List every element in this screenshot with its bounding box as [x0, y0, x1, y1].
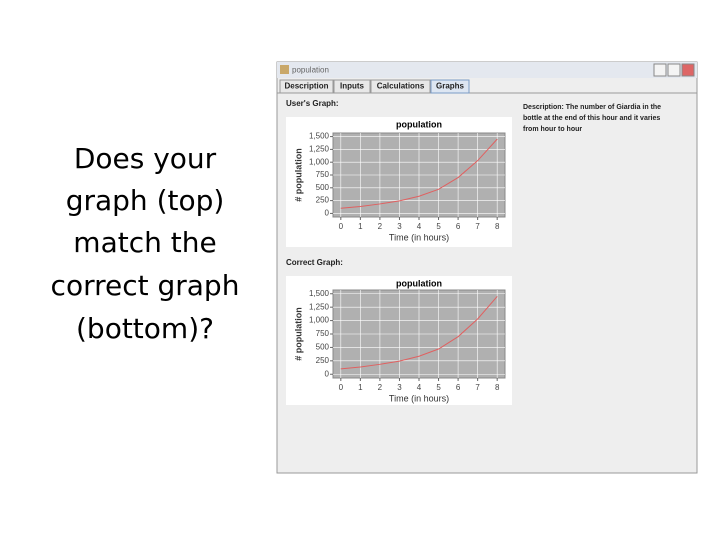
window-title: population: [292, 66, 329, 75]
x-tick-label: 2: [378, 383, 383, 392]
x-tick-label: 0: [339, 383, 344, 392]
section-label: User's Graph:: [286, 99, 339, 108]
tab[interactable]: [333, 79, 371, 94]
tab-label: Inputs: [340, 82, 365, 91]
y-tick-label: 1,000: [309, 316, 330, 325]
y-tick-label: 1,500: [309, 289, 330, 298]
x-tick-label: 8: [495, 222, 500, 231]
app-icon: [280, 65, 289, 74]
y-tick-label: 0: [325, 369, 330, 378]
y-axis-label: # population: [293, 148, 303, 202]
minimize-button[interactable]: [653, 63, 667, 77]
y-tick-label: 1,500: [309, 132, 330, 141]
description: bottle at the end of this hour and it va…: [523, 115, 660, 122]
x-tick-label: 7: [475, 222, 480, 231]
y-tick-label: 500: [316, 183, 330, 192]
maximize-button[interactable]: [667, 63, 681, 77]
x-tick-label: 7: [475, 383, 480, 392]
x-tick-label: 0: [339, 222, 344, 231]
x-tick-label: 4: [417, 383, 422, 392]
tab-label: Description: [284, 82, 328, 91]
y-tick-label: 0: [325, 209, 330, 218]
x-tick-label: 3: [397, 383, 402, 392]
y-tick-label: 500: [316, 343, 330, 352]
question: match the: [73, 226, 216, 259]
tab-label: Calculations: [377, 82, 425, 91]
close-button[interactable]: [681, 63, 695, 77]
x-tick-label: 5: [436, 383, 441, 392]
tab-selected[interactable]: [430, 79, 470, 94]
chart-title: population: [396, 278, 442, 288]
series-line: [340, 296, 498, 370]
question: graph (top): [66, 184, 225, 217]
x-tick-label: 1: [358, 222, 363, 231]
tab-label: Graphs: [436, 82, 465, 91]
x-axis-label: Time (in hours): [389, 393, 449, 403]
y-axis-label: # population: [293, 307, 303, 361]
section-label: Correct Graph:: [286, 258, 343, 267]
question: Does your: [74, 142, 217, 175]
tab[interactable]: [370, 79, 431, 94]
y-tick-label: 1,250: [309, 144, 330, 153]
y-tick-label: 250: [316, 196, 330, 205]
series-line: [340, 138, 498, 209]
description: Description: The number of Giardia in th…: [523, 104, 661, 111]
tab[interactable]: [279, 79, 334, 94]
y-tick-label: 750: [316, 170, 330, 179]
x-axis-label: Time (in hours): [389, 232, 449, 242]
x-tick-label: 1: [358, 383, 363, 392]
x-tick-label: 2: [378, 222, 383, 231]
y-tick-label: 750: [316, 329, 330, 338]
y-tick-label: 250: [316, 356, 330, 365]
y-tick-label: 1,250: [309, 302, 330, 311]
question: correct graph: [51, 269, 240, 302]
x-tick-label: 5: [436, 222, 441, 231]
description: from hour to hour: [523, 126, 582, 133]
title-bar: [277, 62, 697, 78]
question: (bottom)?: [76, 312, 214, 345]
x-tick-label: 8: [495, 383, 500, 392]
x-tick-label: 4: [417, 222, 422, 231]
x-tick-label: 6: [456, 383, 461, 392]
y-tick-label: 1,000: [309, 157, 330, 166]
x-tick-label: 3: [397, 222, 402, 231]
chart-title: population: [396, 119, 442, 129]
x-tick-label: 6: [456, 222, 461, 231]
